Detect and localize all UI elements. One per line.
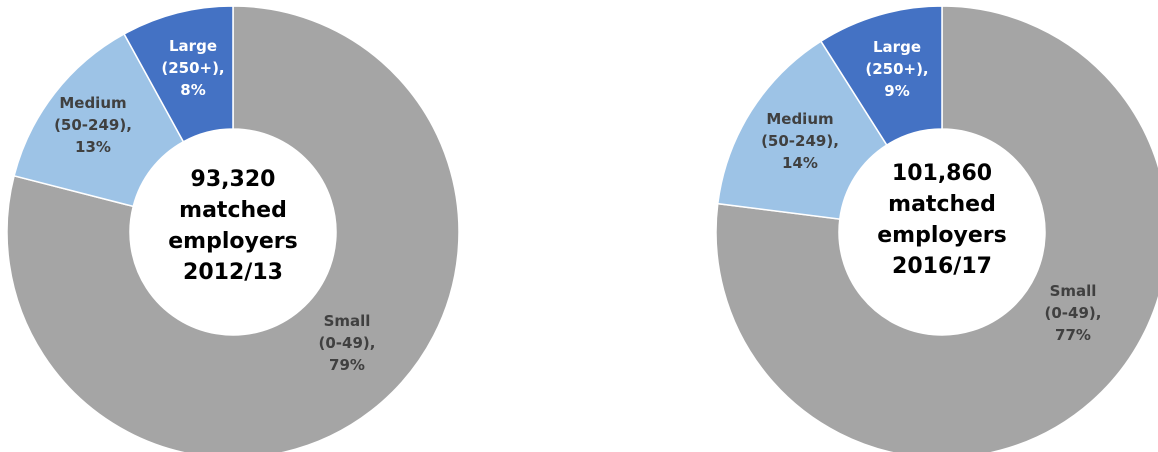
slice-label-name: Small bbox=[1050, 282, 1097, 300]
slice-label-range: (50-249), bbox=[54, 116, 132, 134]
slice-small bbox=[715, 5, 1158, 452]
center-label-line: 2016/17 bbox=[892, 254, 992, 279]
slice-large bbox=[819, 5, 943, 147]
slice-label-medium: Medium (50-249), 13% bbox=[54, 94, 132, 156]
slice-label-name: Small bbox=[324, 312, 371, 330]
center-label-line: matched bbox=[179, 198, 287, 223]
slice-label-percent: 8% bbox=[180, 81, 205, 99]
center-label-line: matched bbox=[888, 192, 996, 217]
slice-label-large: Large (250+), 9% bbox=[865, 38, 928, 100]
slice-medium bbox=[716, 40, 888, 220]
slice-label-name: Large bbox=[169, 37, 217, 55]
slice-label-medium: Medium (50-249), 14% bbox=[761, 110, 839, 172]
slice-label-percent: 9% bbox=[884, 82, 909, 100]
slice-label-name: Medium bbox=[766, 110, 833, 128]
slice-label-percent: 13% bbox=[75, 138, 111, 156]
slice-label-percent: 14% bbox=[782, 154, 818, 172]
slice-label-percent: 77% bbox=[1055, 326, 1091, 344]
center-label-line: 101,860 bbox=[892, 161, 992, 186]
slice-large bbox=[123, 5, 234, 143]
slice-label-percent: 79% bbox=[329, 356, 365, 374]
slice-label-range: (0-49), bbox=[1045, 304, 1102, 322]
center-label-line: employers bbox=[877, 223, 1006, 248]
center-label-line: 2012/13 bbox=[183, 260, 283, 285]
center-label-line: 93,320 bbox=[191, 167, 276, 192]
donut-chart-2012-13: Small (0-49), 79% Medium (50-249), 13% Large (2… bbox=[6, 5, 460, 452]
slice-label-range: (0-49), bbox=[319, 334, 376, 352]
slice-label-range: (250+), bbox=[865, 60, 928, 78]
slice-label-small: Small (0-49), 77% bbox=[1045, 282, 1102, 344]
slice-label-name: Large bbox=[873, 38, 921, 56]
slice-medium bbox=[13, 32, 185, 208]
donut-chart-2016-17: Small (0-49), 77% Medium (50-249), 14% Large (2… bbox=[715, 5, 1158, 452]
center-label-line: employers bbox=[168, 229, 297, 254]
slice-small bbox=[6, 5, 460, 452]
slice-label-small: Small (0-49), 79% bbox=[319, 312, 376, 374]
center-label: 93,320 matched employers 2012/13 bbox=[168, 167, 297, 285]
slice-label-range: (250+), bbox=[161, 59, 224, 77]
center-label: 101,860 matched employers 2016/17 bbox=[877, 161, 1006, 279]
slice-label-large: Large (250+), 8% bbox=[161, 37, 224, 99]
slice-label-range: (50-249), bbox=[761, 132, 839, 150]
slice-label-name: Medium bbox=[59, 94, 126, 112]
